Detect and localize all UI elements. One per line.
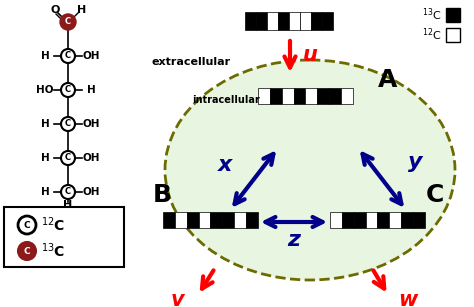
Bar [354,212,365,228]
Bar [175,212,187,228]
Bar [282,88,293,104]
FancyBboxPatch shape [4,207,124,267]
Text: H: H [77,5,87,15]
Text: $^{12}$C: $^{12}$C [422,27,442,43]
Text: H: H [41,187,49,197]
Text: H: H [64,200,73,210]
Bar [300,12,311,30]
Bar [389,212,401,228]
Text: HO: HO [36,85,54,95]
Bar [293,88,306,104]
Bar [256,12,267,30]
Bar [245,12,256,30]
Ellipse shape [165,60,455,280]
Text: u: u [303,45,318,65]
Text: OH: OH [82,51,100,61]
Text: $^{13}$C: $^{13}$C [41,242,65,260]
Bar [341,88,353,104]
Bar [270,88,282,104]
Bar [329,88,341,104]
Text: C: C [24,220,30,230]
Bar [446,28,460,42]
Text: extracellular: extracellular [152,57,231,67]
Text: y: y [408,152,422,172]
Text: x: x [218,155,232,175]
Text: OH: OH [82,153,100,163]
Text: C: C [65,188,71,196]
Text: H: H [41,119,49,129]
Bar [446,8,460,22]
Bar [413,212,425,228]
Circle shape [61,151,75,165]
Text: C: C [65,154,71,162]
Circle shape [61,185,75,199]
Text: A: A [378,68,398,92]
Text: v: v [171,290,185,307]
Text: H: H [41,51,49,61]
Bar [199,212,210,228]
Text: H: H [87,85,95,95]
Text: B: B [153,183,172,207]
Circle shape [60,14,76,30]
Bar [318,88,329,104]
Text: O: O [50,5,60,15]
Text: intracellular: intracellular [192,95,260,105]
Text: OH: OH [82,119,100,129]
Text: $^{13}$C: $^{13}$C [422,7,442,23]
Text: z: z [288,230,301,250]
Bar [278,12,289,30]
Text: C: C [65,17,71,26]
Text: C: C [24,247,30,255]
Circle shape [18,242,36,260]
Bar [234,212,246,228]
Text: $^{12}$C: $^{12}$C [41,216,65,234]
Text: OH: OH [82,187,100,197]
Bar [210,212,222,228]
Bar [306,88,318,104]
Bar [163,212,175,228]
Bar [258,88,270,104]
Circle shape [61,83,75,97]
Text: H: H [41,153,49,163]
Bar [222,212,234,228]
Circle shape [18,216,36,234]
Bar [365,212,377,228]
Circle shape [61,117,75,131]
Text: C: C [65,119,71,129]
Bar [377,212,389,228]
Text: C: C [426,183,444,207]
Bar [401,212,413,228]
Bar [187,212,199,228]
Bar [311,12,322,30]
Circle shape [61,49,75,63]
Bar [330,212,342,228]
Text: C: C [65,86,71,95]
Bar [246,212,258,228]
Text: C: C [65,52,71,60]
Bar [289,12,300,30]
Text: w: w [398,290,418,307]
Bar [322,12,333,30]
Bar [342,212,354,228]
Bar [267,12,278,30]
